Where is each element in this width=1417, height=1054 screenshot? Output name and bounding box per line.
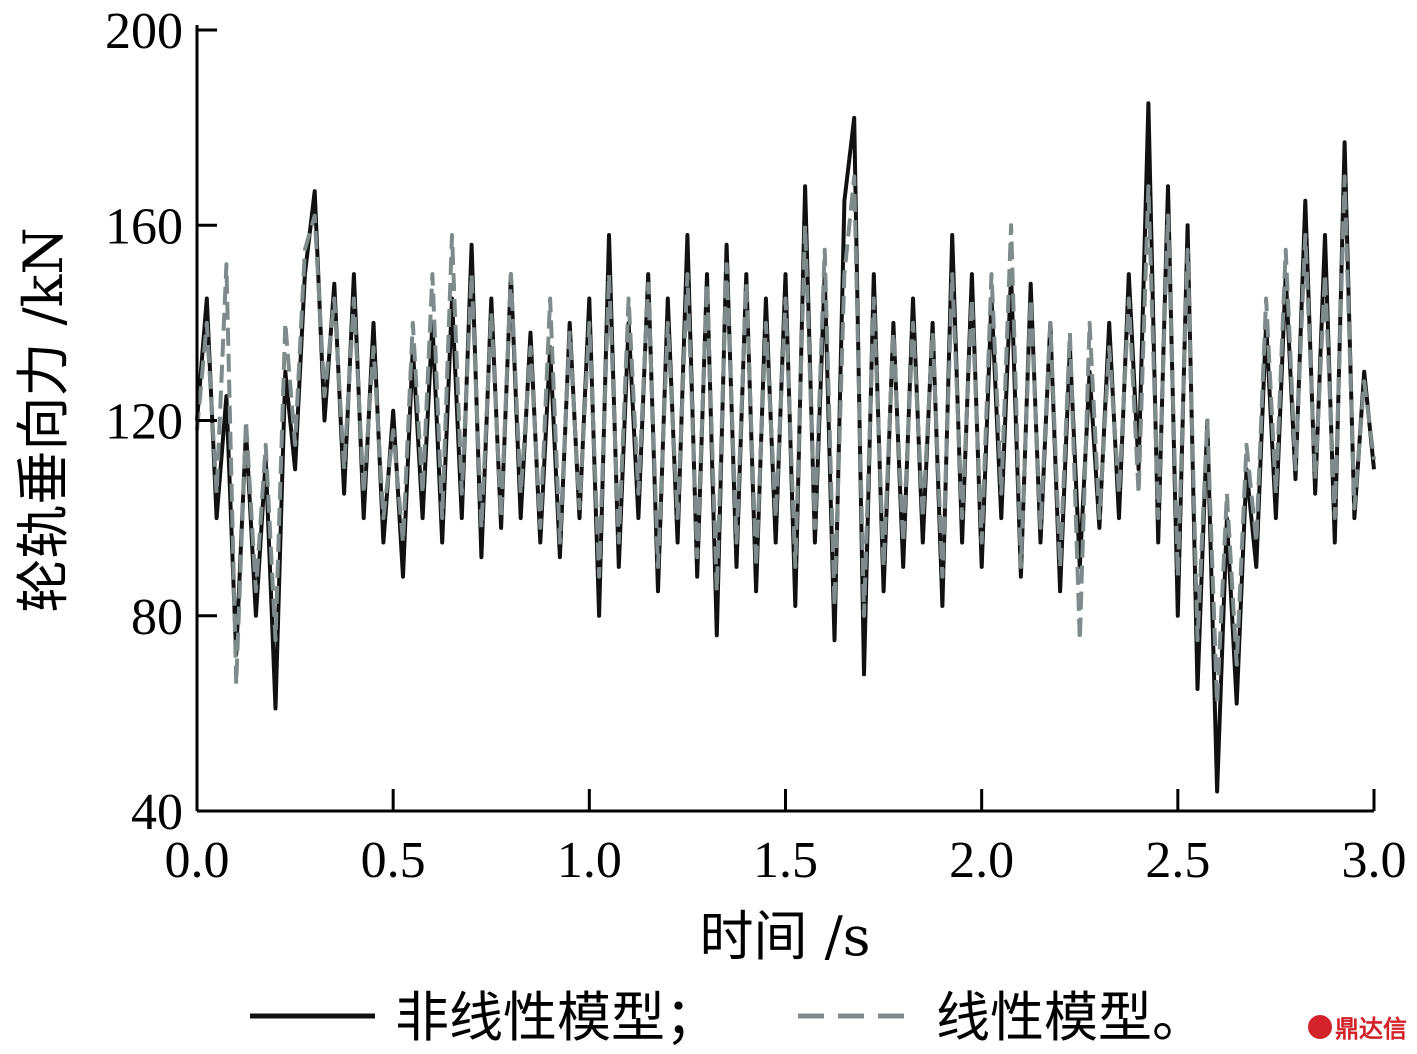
legend: 非线性模型； 线性模型。	[250, 986, 1206, 1049]
x-tick-label: 2.5	[1145, 832, 1210, 889]
legend-label-linear: 线性模型。	[936, 986, 1206, 1049]
y-tick-label: 120	[105, 394, 183, 451]
watermark-text: 鼎达信	[1335, 1015, 1407, 1043]
axes: 0.0 0.5 1.0 1.5 2.0 2.5 3.0 40 80 120 160 200	[105, 3, 1407, 889]
y-tick-label: 40	[131, 784, 183, 841]
x-tick-label: 0.0	[165, 832, 230, 889]
x-tick-label: 0.5	[361, 832, 426, 889]
x-axis-label: 时间 /s	[699, 905, 870, 968]
watermark-logo: 鼎达信	[1308, 1009, 1407, 1044]
x-tick-label: 2.0	[949, 832, 1014, 889]
watermark-logo-icon	[1308, 1014, 1332, 1039]
x-tick-label: 3.0	[1342, 832, 1407, 889]
series-line-1	[195, 174, 1376, 706]
y-axis-label: 轮轨垂向力 /kN	[12, 227, 75, 612]
y-tick-label: 160	[105, 198, 183, 255]
legend-label-nonlinear: 非线性模型；	[395, 986, 719, 1049]
x-tick-label: 1.5	[753, 832, 818, 889]
y-tick-label: 200	[105, 3, 183, 60]
x-tick-label: 1.0	[557, 832, 622, 889]
series-layer	[195, 101, 1376, 794]
y-tick-label: 80	[131, 589, 183, 646]
series-line-0	[195, 101, 1376, 794]
